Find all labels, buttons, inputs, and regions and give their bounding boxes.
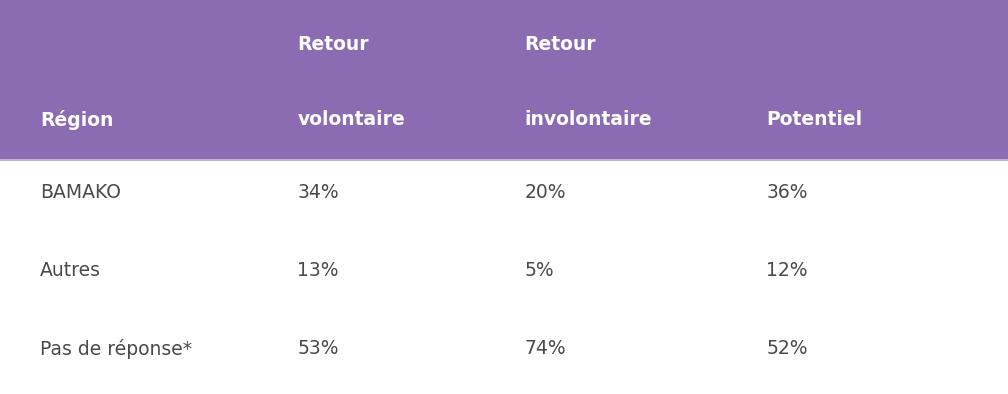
Text: Région: Région (40, 110, 114, 130)
Text: Retour: Retour (297, 35, 369, 54)
Text: 34%: 34% (297, 183, 339, 202)
Text: 74%: 74% (524, 339, 565, 358)
Text: 53%: 53% (297, 339, 339, 358)
Text: volontaire: volontaire (297, 110, 405, 129)
Text: 52%: 52% (766, 339, 807, 358)
Text: Pas de réponse*: Pas de réponse* (40, 339, 193, 359)
Bar (0, 0, 1008, 160)
Text: BAMAKO: BAMAKO (40, 183, 121, 202)
Text: Retour: Retour (524, 35, 596, 54)
Text: 5%: 5% (524, 261, 553, 280)
Text: 20%: 20% (524, 183, 565, 202)
Text: Autres: Autres (40, 261, 102, 280)
Text: 12%: 12% (766, 261, 807, 280)
Text: involontaire: involontaire (524, 110, 652, 129)
Text: Potentiel: Potentiel (766, 110, 862, 129)
Text: 13%: 13% (297, 261, 339, 280)
Text: 36%: 36% (766, 183, 807, 202)
